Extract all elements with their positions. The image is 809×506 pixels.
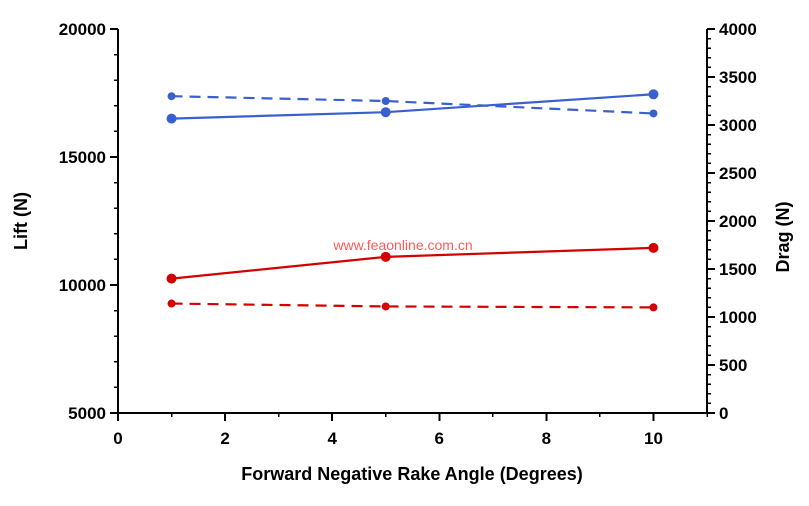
left-axis-tick-label: 5000 <box>68 404 106 423</box>
x-axis-tick-label: 0 <box>113 429 122 448</box>
data-point-blue-solid-lift <box>166 113 177 124</box>
right-axis-tick-label: 500 <box>719 356 747 375</box>
series-line-red-dashed-drag <box>171 302 654 309</box>
data-point-blue-dashed-drag <box>649 109 658 118</box>
right-axis-tick-label: 3000 <box>719 116 757 135</box>
right-axis-tick-label: 3500 <box>719 68 757 87</box>
right-axis-tick-label: 2500 <box>719 164 757 183</box>
x-axis-tick-label: 8 <box>542 429 551 448</box>
left-axis-title: Lift (N) <box>11 192 31 250</box>
data-point-red-dashed-drag <box>167 299 176 308</box>
data-point-red-solid-lift <box>380 251 391 262</box>
left-axis-tick-label: 10000 <box>59 276 106 295</box>
x-axis-title: Forward Negative Rake Angle (Degrees) <box>241 464 582 484</box>
data-point-red-solid-lift <box>166 273 177 284</box>
right-axis-tick-label: 1000 <box>719 308 757 327</box>
series-layer <box>166 89 659 312</box>
right-axis-tick-label: 4000 <box>719 20 757 39</box>
left-axis-tick-label: 20000 <box>59 20 106 39</box>
axes-layer: 5000 10000 15000 20000 0 500 1000 1500 2000 2500 3… <box>59 20 757 448</box>
data-point-blue-dashed-drag <box>381 97 390 105</box>
x-axis-tick-label: 4 <box>327 429 337 448</box>
x-axis-tick-label: 6 <box>435 429 444 448</box>
watermark-text: www.feaonline.com.cn <box>332 237 472 253</box>
data-point-red-dashed-drag <box>381 302 390 311</box>
data-point-blue-solid-lift <box>380 107 391 118</box>
x-axis-tick-label: 10 <box>644 429 663 448</box>
data-point-red-dashed-drag <box>649 303 658 312</box>
right-axis-tick-label: 2000 <box>719 212 757 231</box>
right-axis-tick-label: 0 <box>719 404 728 423</box>
left-axis-tick-label: 15000 <box>59 148 106 167</box>
right-axis-title: Drag (N) <box>773 201 793 272</box>
x-axis-tick-label: 2 <box>220 429 229 448</box>
data-point-red-solid-lift <box>648 242 659 253</box>
data-point-blue-dashed-drag <box>167 92 176 101</box>
right-axis-tick-label: 1500 <box>719 260 757 279</box>
data-point-blue-solid-lift <box>648 89 659 100</box>
